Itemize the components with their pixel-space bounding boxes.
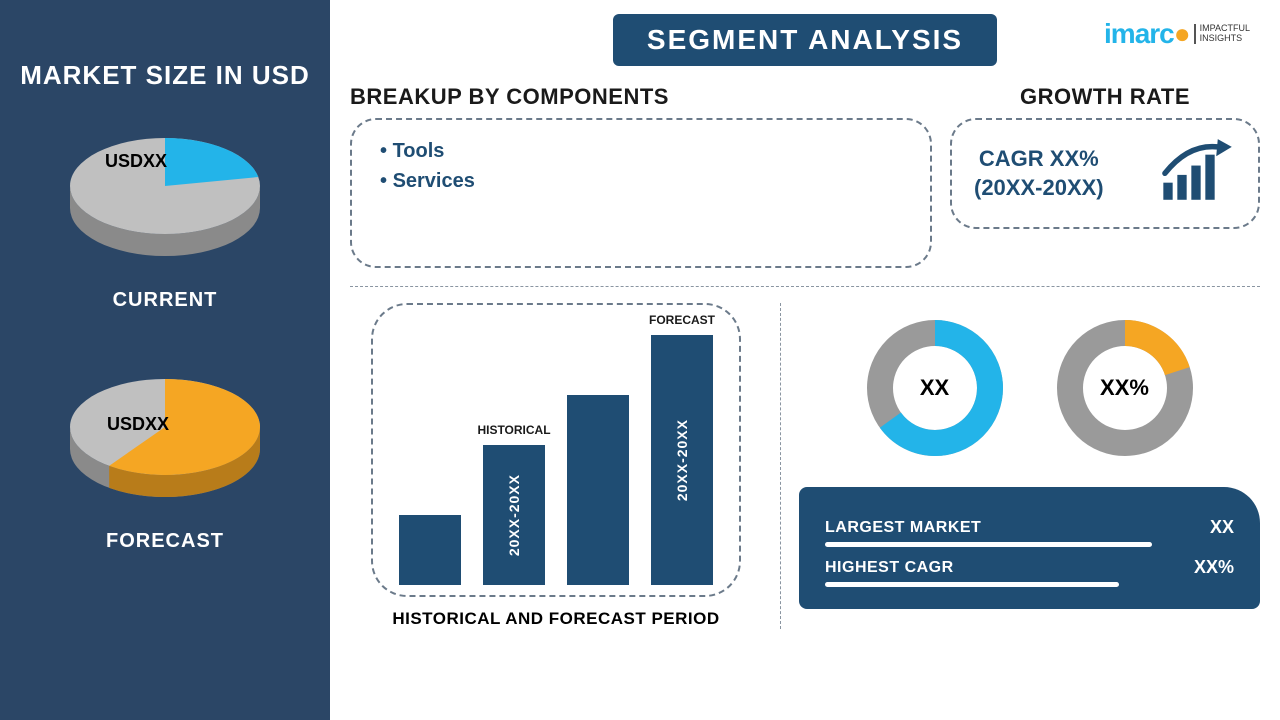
brand-dot-icon: ● <box>1174 18 1190 49</box>
pie-forecast: USDXX FORECAST <box>45 362 285 553</box>
donut-2: XX% <box>1050 313 1200 463</box>
info-label: HIGHEST CAGR <box>825 559 954 577</box>
root: MARKET SIZE IN USD USDXX CURRENT USDXX F… <box>0 0 1280 720</box>
bar-period-label: 20XX-20XX <box>674 419 690 501</box>
growth-arrow-icon <box>1156 136 1236 211</box>
pie-current: USDXX CURRENT <box>45 121 285 312</box>
row-charts: HISTORICAL20XX-20XXFORECAST20XX-20XX HIS… <box>350 303 1260 629</box>
sidebar-title: MARKET SIZE IN USD <box>20 60 310 91</box>
info-progress-bar <box>825 542 1152 547</box>
growth-period: (20XX-20XX) <box>974 174 1104 203</box>
breakup-box: ToolsServices <box>350 118 932 268</box>
info-panel: LARGEST MARKET XX HIGHEST CAGR XX% <box>799 487 1260 609</box>
bar-top-label: HISTORICAL <box>477 423 550 437</box>
breakup-item: Tools <box>380 136 908 166</box>
donut-row: XX XX% <box>799 313 1260 463</box>
pie-forecast-value: USDXX <box>107 414 169 435</box>
market-size-sidebar: MARKET SIZE IN USD USDXX CURRENT USDXX F… <box>0 0 330 720</box>
bar-top-label: FORECAST <box>649 313 715 327</box>
header-row: SEGMENT ANALYSIS imarc● IMPACTFUL INSIGH… <box>350 10 1260 70</box>
bar-chart-box: HISTORICAL20XX-20XXFORECAST20XX-20XX <box>371 303 741 597</box>
info-progress-bar <box>825 582 1119 587</box>
brand-tagline-2: INSIGHTS <box>1200 34 1250 44</box>
pie-current-value: USDXX <box>105 151 167 172</box>
brand-mark: imarc● <box>1104 18 1190 50</box>
divider <box>350 286 1260 287</box>
breakup-section: BREAKUP BY COMPONENTS ToolsServices <box>350 84 932 268</box>
bar: FORECAST20XX-20XX <box>651 335 713 585</box>
bar-chart-section: HISTORICAL20XX-20XXFORECAST20XX-20XX HIS… <box>350 303 780 629</box>
row-breakup-growth: BREAKUP BY COMPONENTS ToolsServices GROW… <box>350 84 1260 268</box>
brand-logo: imarc● IMPACTFUL INSIGHTS <box>1104 18 1250 50</box>
donut-1: XX <box>860 313 1010 463</box>
donut-2-value: XX% <box>1050 313 1200 463</box>
growth-box: CAGR XX% (20XX-20XX) <box>950 118 1260 229</box>
metrics-section: XX XX% LARGEST MARKET XX HIGHEST CAGR XX% <box>780 303 1260 629</box>
info-value: XX <box>1210 517 1234 538</box>
pie-current-svg <box>50 121 280 271</box>
bar: HISTORICAL20XX-20XX <box>483 445 545 585</box>
info-row: HIGHEST CAGR XX% <box>825 557 1234 578</box>
breakup-list: ToolsServices <box>374 136 908 196</box>
growth-cagr: CAGR XX% <box>974 145 1104 174</box>
info-label: LARGEST MARKET <box>825 519 981 537</box>
bar-period-label: 20XX-20XX <box>506 474 522 556</box>
page-title: SEGMENT ANALYSIS <box>613 14 997 66</box>
bar-chart: HISTORICAL20XX-20XXFORECAST20XX-20XX <box>397 325 715 585</box>
pie-forecast-svg <box>50 362 280 512</box>
info-value: XX% <box>1194 557 1234 578</box>
bar-chart-caption: HISTORICAL AND FORECAST PERIOD <box>350 609 762 629</box>
bar <box>567 395 629 585</box>
breakup-title: BREAKUP BY COMPONENTS <box>350 84 932 110</box>
brand-tagline: IMPACTFUL INSIGHTS <box>1194 24 1250 44</box>
growth-section: GROWTH RATE CAGR XX% (20XX-20XX) <box>950 84 1260 268</box>
growth-title: GROWTH RATE <box>950 84 1260 110</box>
donut-1-value: XX <box>860 313 1010 463</box>
pie-forecast-label: FORECAST <box>106 530 224 553</box>
growth-text: CAGR XX% (20XX-20XX) <box>974 145 1104 202</box>
info-row: LARGEST MARKET XX <box>825 517 1234 538</box>
pie-current-label: CURRENT <box>113 289 218 312</box>
main-panel: SEGMENT ANALYSIS imarc● IMPACTFUL INSIGH… <box>330 0 1280 720</box>
breakup-item: Services <box>380 166 908 196</box>
bar <box>399 515 461 585</box>
brand-text: imarc <box>1104 18 1174 49</box>
